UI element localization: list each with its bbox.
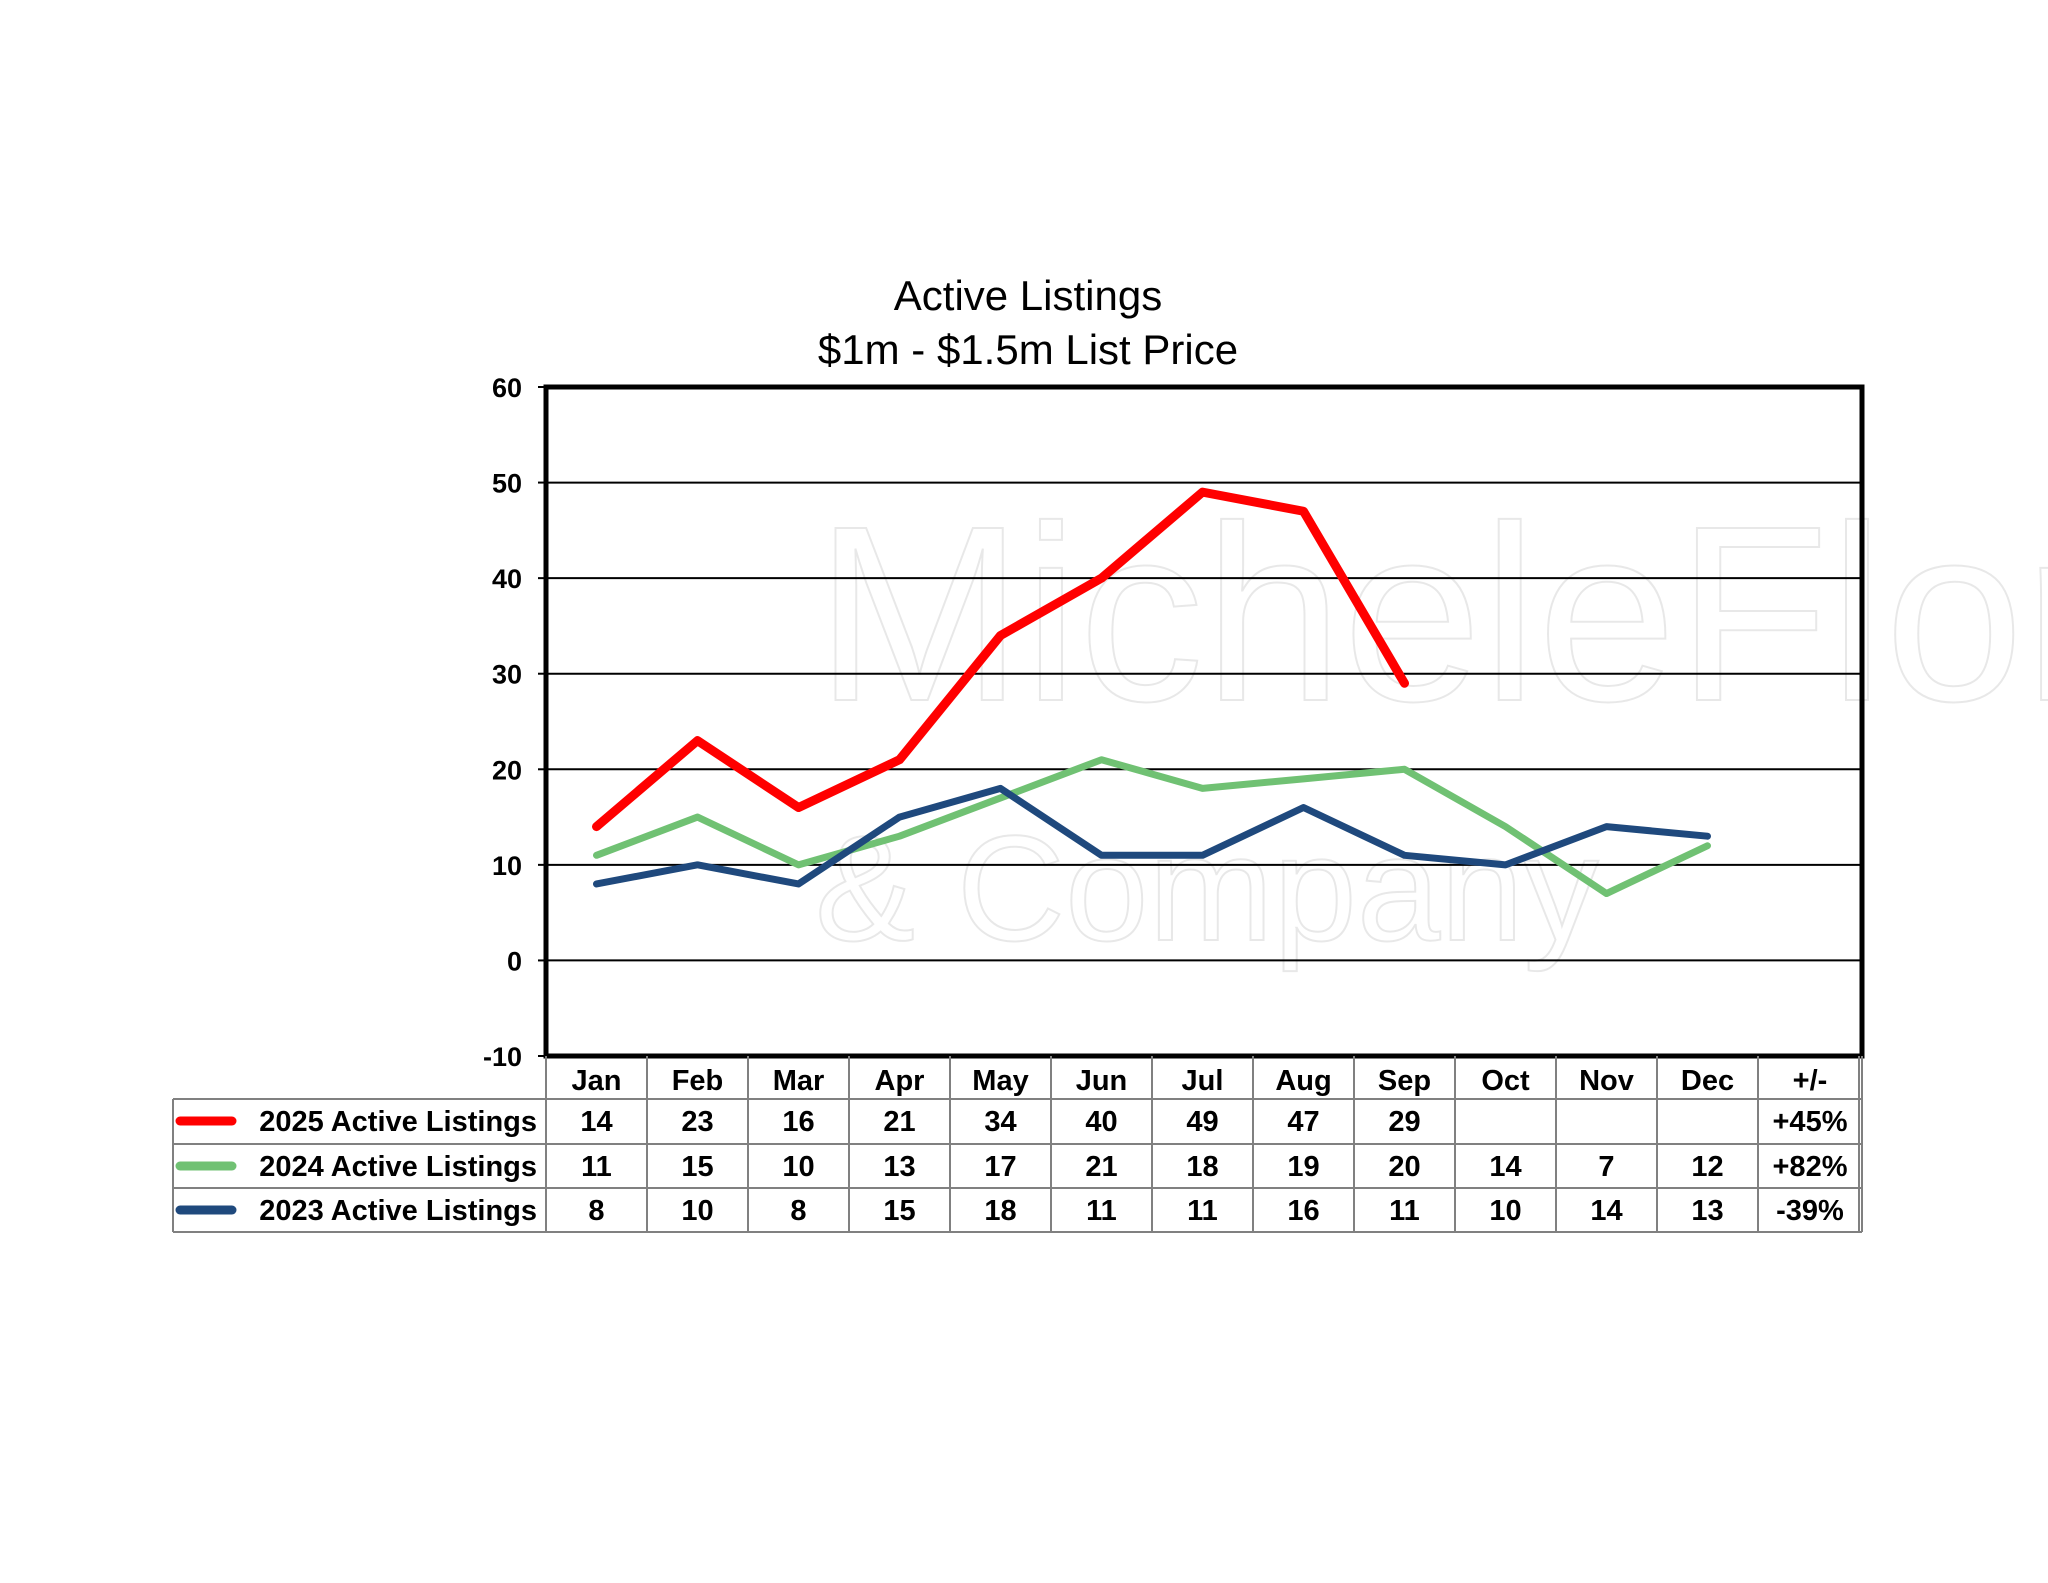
data-label: 11 — [581, 1151, 612, 1183]
x-tick-label: May — [972, 1065, 1028, 1097]
data-label: 13 — [883, 1151, 915, 1183]
data-label: 17 — [984, 1151, 1016, 1183]
x-tick-label: Jan — [572, 1065, 622, 1097]
y-tick-label: 20 — [492, 755, 522, 785]
change-value: +82% — [1773, 1151, 1848, 1183]
data-table: Jan Feb Mar Apr May Jun Jul Aug Sep Oct Nov Dec +/- 2… — [172, 1056, 1863, 1233]
data-label: 18 — [1186, 1151, 1218, 1183]
watermark-text-company: & Company — [815, 804, 1599, 972]
data-label: 14 — [1590, 1195, 1622, 1227]
data-label: 16 — [782, 1106, 814, 1138]
data-label: 10 — [1489, 1195, 1521, 1227]
data-label: 14 — [1489, 1151, 1521, 1183]
data-label: 7 — [1598, 1151, 1614, 1183]
data-label: 49 — [1186, 1106, 1218, 1138]
x-tick-label: Feb — [672, 1065, 724, 1097]
watermark-text-name: MicheleFlory — [815, 474, 2048, 753]
x-tick-label: Nov — [1579, 1065, 1634, 1097]
data-label: 21 — [883, 1106, 915, 1138]
data-label: 29 — [1388, 1106, 1420, 1138]
y-tick-label: 0 — [507, 946, 522, 976]
data-label: 11 — [1086, 1195, 1117, 1227]
x-tick-label: Jun — [1076, 1065, 1128, 1097]
gridlines — [546, 481, 1862, 962]
plot-area-border — [543, 384, 1865, 1059]
y-tick-label: 10 — [492, 851, 522, 881]
legend-label: 2023 Active Listings — [259, 1195, 537, 1227]
series-lines — [592, 487, 1711, 898]
y-tick-label: 50 — [492, 469, 522, 499]
data-label: 13 — [1691, 1195, 1723, 1227]
data-label: 12 — [1691, 1151, 1723, 1183]
data-label: 19 — [1287, 1151, 1319, 1183]
x-tick-label: Aug — [1275, 1065, 1331, 1097]
series-line-2025 — [592, 487, 1409, 832]
data-label: 23 — [681, 1106, 713, 1138]
change-header: +/- — [1793, 1065, 1828, 1097]
x-tick-label: Sep — [1378, 1065, 1431, 1097]
data-label: 8 — [790, 1195, 806, 1227]
change-value: +45% — [1773, 1106, 1848, 1138]
x-tick-label: Oct — [1481, 1065, 1530, 1097]
data-label: 34 — [984, 1106, 1016, 1138]
data-label: 21 — [1085, 1151, 1117, 1183]
chart-subtitle: $1m - $1.5m List Price — [818, 326, 1238, 373]
data-label: 15 — [681, 1151, 713, 1183]
data-label: 8 — [588, 1195, 604, 1227]
x-tick-label: Jul — [1182, 1065, 1224, 1097]
data-label: 16 — [1287, 1195, 1319, 1227]
data-label: 10 — [782, 1151, 814, 1183]
data-label: 11 — [1389, 1195, 1420, 1227]
y-tick-label: 60 — [492, 373, 522, 403]
data-label: 15 — [883, 1195, 915, 1227]
data-label: 10 — [681, 1195, 713, 1227]
data-label: 14 — [580, 1106, 612, 1138]
data-label: 18 — [984, 1195, 1016, 1227]
y-tick-label: 40 — [492, 564, 522, 594]
data-label: 47 — [1287, 1106, 1319, 1138]
data-label: 20 — [1388, 1151, 1420, 1183]
change-value: -39% — [1776, 1195, 1844, 1227]
legend-label: 2024 Active Listings — [259, 1151, 537, 1183]
chart-title: Active Listings — [894, 272, 1162, 319]
data-label: 11 — [1187, 1195, 1218, 1227]
series-line-2024 — [593, 756, 1711, 898]
y-axis: -10 0 10 20 30 40 50 60 — [483, 373, 546, 1072]
x-tick-label: Mar — [773, 1065, 825, 1097]
y-tick-label: -10 — [483, 1042, 522, 1072]
x-tick-label: Apr — [875, 1065, 925, 1097]
y-tick-label: 30 — [492, 660, 522, 690]
watermark-logo: MicheleFlory & Company — [814, 473, 2048, 973]
data-label: 40 — [1085, 1106, 1117, 1138]
x-tick-label: Dec — [1681, 1065, 1734, 1097]
series-line-2023 — [593, 784, 1711, 888]
legend-label: 2025 Active Listings — [259, 1106, 537, 1138]
